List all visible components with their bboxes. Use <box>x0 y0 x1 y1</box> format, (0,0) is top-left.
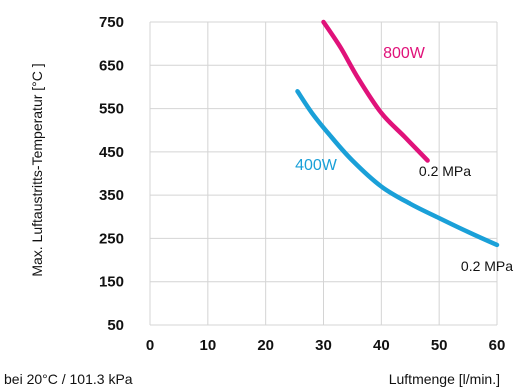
x-tick-label: 40 <box>373 337 390 354</box>
x-tick-label: 60 <box>489 337 506 354</box>
y-tick-labels: 750 650 550 450 350 250 150 50 <box>99 14 124 334</box>
x-tick-label: 50 <box>431 337 448 354</box>
series-label-400w: 400W <box>295 157 338 174</box>
y-tick-label: 550 <box>99 101 124 118</box>
y-tick-label: 650 <box>99 57 124 74</box>
x-tick-label: 0 <box>146 337 154 354</box>
y-tick-label: 350 <box>99 187 124 204</box>
x-axis-title: Luftmenge [l/min.] <box>389 371 500 387</box>
series-line-400w <box>295 89 500 248</box>
conditions-note: bei 20°C / 101.3 kPa <box>4 371 133 387</box>
grid <box>149 21 498 326</box>
series-line-800w <box>321 19 430 163</box>
y-axis-title: Max. Luftaustritts-Temperatur [°C ] <box>29 63 45 276</box>
pressure-label-800w: 0.2 MPa <box>419 163 471 179</box>
series-label-800w: 800W <box>383 45 426 62</box>
y-tick-label: 450 <box>99 144 124 161</box>
series-lines: 800W 0.2 MPa 400W 0.2 MPa <box>295 19 513 274</box>
x-tick-labels: 0 10 20 30 40 50 60 <box>146 337 506 354</box>
pressure-label-400w: 0.2 MPa <box>461 258 513 274</box>
y-tick-label: 250 <box>99 230 124 247</box>
x-tick-label: 20 <box>257 337 274 354</box>
y-tick-label: 150 <box>99 274 124 291</box>
y-tick-label: 50 <box>107 317 124 334</box>
x-tick-label: 10 <box>199 337 216 354</box>
y-tick-label: 750 <box>99 14 124 31</box>
x-tick-label: 30 <box>315 337 332 354</box>
